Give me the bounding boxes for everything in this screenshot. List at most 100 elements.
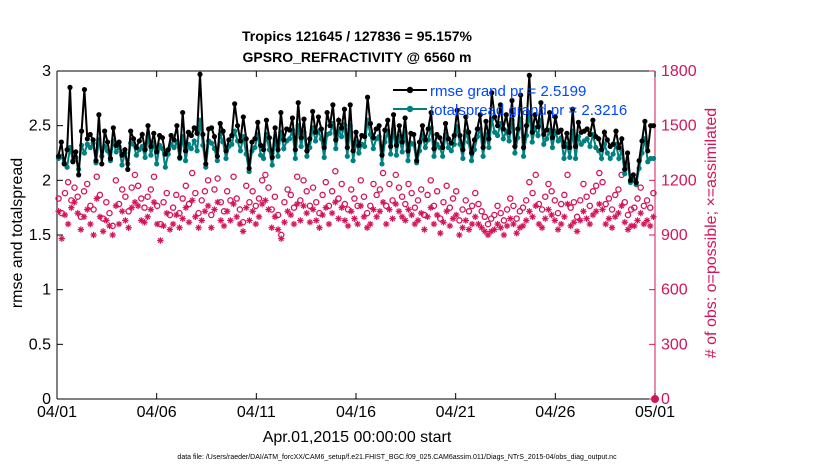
- rmse-point: [191, 125, 197, 131]
- obs-assimilated-point: [379, 199, 387, 206]
- obs-assimilated-point: [360, 213, 368, 220]
- obs-assimilated-point: [58, 235, 65, 242]
- obs-assimilated-point: [141, 219, 148, 226]
- spread-point: [286, 136, 293, 142]
- rmse-point: [162, 151, 168, 157]
- rmse-point: [532, 112, 538, 118]
- obs-possible-point: [80, 188, 88, 195]
- obs-assimilated-point: [252, 220, 260, 228]
- obs-assimilated-point: [402, 217, 409, 224]
- obs-assimilated-point: [271, 213, 279, 220]
- obs-possible-point: [437, 215, 444, 222]
- obs-assimilated-point: [227, 217, 234, 224]
- spread-point: [344, 153, 350, 159]
- rmse-point: [561, 143, 567, 150]
- rmse-point: [307, 136, 313, 142]
- rmse-point: [197, 71, 203, 77]
- obs-possible-point: [392, 171, 400, 179]
- obs-assimilated-point: [150, 199, 158, 206]
- obs-possible-point: [408, 189, 415, 197]
- obs-possible-point: [208, 211, 215, 219]
- obs-possible-point: [118, 186, 126, 193]
- obs-assimilated-point: [134, 202, 142, 210]
- obs-assimilated-point: [522, 217, 530, 224]
- rmse-point: [295, 100, 301, 106]
- footer-data-file: data file: /Users/raeder/DAI/ATM_forcXX/…: [177, 454, 617, 461]
- obs-assimilated-point: [532, 202, 539, 210]
- rmse-point: [489, 90, 495, 96]
- obs-assimilated-point: [204, 202, 212, 210]
- obs-assimilated-point: [452, 211, 460, 219]
- spread-point: [598, 155, 605, 162]
- obs-possible-point: [204, 177, 212, 184]
- spread-point: [607, 155, 613, 162]
- rmse-point: [214, 153, 220, 159]
- rmse-point: [81, 86, 88, 93]
- obs-assimilated-point: [433, 211, 441, 219]
- obs-assimilated-point: [538, 224, 546, 231]
- obs-assimilated-point: [77, 226, 85, 233]
- obs-assimilated-point: [290, 220, 298, 228]
- rmse-point: [281, 137, 287, 143]
- rmse-point: [67, 84, 73, 90]
- rmse-point: [171, 137, 177, 143]
- x-tick-label: 04/26: [535, 404, 575, 421]
- rmse-point: [217, 120, 223, 127]
- obs-assimilated-point: [217, 217, 225, 224]
- rmse-point: [338, 125, 345, 131]
- obs-assimilated-point: [239, 228, 247, 235]
- obs-possible-point: [465, 208, 473, 215]
- obs-possible-point: [319, 191, 326, 199]
- obs-possible-point: [179, 195, 186, 202]
- rmse-point: [258, 142, 264, 148]
- obs-possible-point: [303, 188, 310, 195]
- rmse-point: [289, 115, 296, 121]
- obs-possible-point: [507, 195, 514, 202]
- rmse-point: [194, 130, 200, 136]
- obs-possible-point: [363, 209, 371, 217]
- obs-possible-point: [195, 209, 202, 217]
- rmse-point: [116, 139, 122, 145]
- rmse-point: [619, 136, 625, 142]
- spread-point: [500, 136, 506, 142]
- rmse-point: [330, 102, 336, 108]
- rmse-point: [390, 112, 397, 118]
- y-right-tick-label: 0: [661, 391, 670, 408]
- obs-possible-point: [351, 195, 358, 202]
- spread-point: [113, 149, 119, 155]
- obs-possible-point: [211, 186, 218, 193]
- obs-assimilated-point: [354, 220, 361, 228]
- obs-assimilated-point: [472, 213, 479, 220]
- rmse-point: [145, 123, 151, 129]
- rmse-point: [610, 141, 616, 147]
- spread-point: [292, 155, 298, 162]
- obs-possible-point: [589, 188, 597, 195]
- obs-assimilated-point: [430, 220, 438, 228]
- obs-possible-point: [519, 204, 527, 211]
- spread-point: [333, 146, 339, 152]
- obs-possible-point: [459, 206, 466, 213]
- rmse-point: [416, 139, 423, 145]
- rmse-point: [367, 120, 374, 127]
- obs-assimilated-point: [481, 228, 489, 235]
- obs-assimilated-point: [596, 200, 603, 208]
- obs-possible-point: [150, 173, 158, 180]
- obs-assimilated-point: [195, 224, 202, 231]
- rmse-point: [440, 144, 446, 151]
- rmse-point: [139, 131, 145, 138]
- rmse-point: [549, 135, 556, 141]
- rmse-point: [402, 115, 408, 121]
- rmse-point: [425, 126, 431, 132]
- rmse-point: [460, 147, 466, 153]
- rmse-point: [471, 137, 478, 143]
- obs-assimilated-point: [309, 206, 317, 213]
- obs-assimilated-point: [300, 202, 307, 210]
- spread-point: [356, 150, 362, 156]
- rmse-point: [558, 127, 564, 133]
- y-left-tick-label: 2.5: [29, 118, 51, 135]
- spread-point: [422, 144, 428, 151]
- obs-assimilated-point: [287, 211, 294, 219]
- rmse-point: [650, 123, 657, 129]
- obs-possible-point: [332, 167, 339, 175]
- rmse-point: [107, 155, 114, 162]
